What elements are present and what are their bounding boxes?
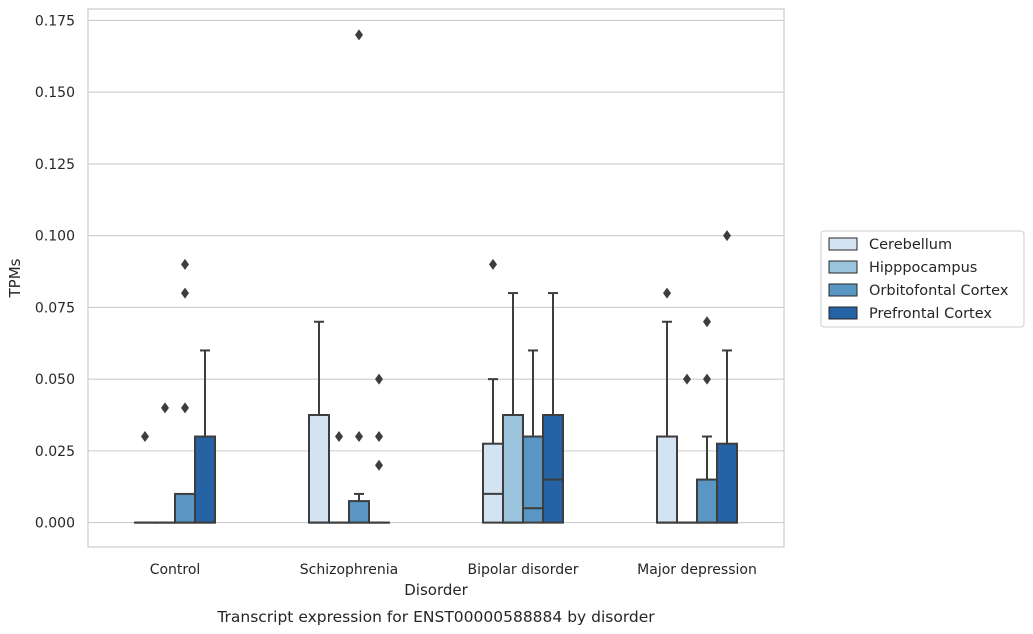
box-group: [696, 316, 718, 524]
box-group: [328, 431, 350, 524]
box-group: [134, 431, 156, 524]
legend-swatch: [828, 237, 858, 251]
box-group: [542, 292, 564, 524]
box-group: [194, 349, 216, 524]
box: [348, 500, 370, 524]
box-group: [502, 292, 524, 524]
x-tick-label: Major depression: [637, 562, 757, 578]
box-group: [716, 230, 738, 524]
y-tick-label: 0.125: [35, 157, 75, 173]
outlier-point: [723, 230, 731, 242]
box: [522, 435, 544, 524]
y-axis-title: TPMs: [6, 258, 24, 298]
plot-marks: [134, 29, 738, 524]
legend-label: Orbitofontal Cortex: [869, 283, 1009, 299]
outlier-point: [663, 287, 671, 299]
legend-swatch: [828, 283, 858, 297]
plot-frame: [87, 8, 785, 548]
box-group: [676, 373, 698, 524]
outlier-point: [355, 431, 363, 443]
box-group: [308, 320, 330, 524]
outlier-point: [703, 316, 711, 328]
box: [308, 414, 330, 524]
box: [716, 442, 738, 524]
box-group: [368, 373, 390, 524]
outlier-point: [683, 373, 691, 385]
box: [542, 414, 564, 524]
outlier-point: [375, 459, 383, 471]
box-group: [482, 258, 504, 524]
x-tick-label: Control: [150, 562, 201, 578]
y-tick-label: 0.175: [35, 13, 75, 29]
x-tick-labels: Control Schizophrenia Bipolar disorder Majo…: [150, 562, 757, 578]
legend-label: Prefrontal Cortex: [869, 306, 992, 322]
box-group: [154, 402, 176, 524]
outlier-point: [335, 431, 343, 443]
box-group: [522, 349, 544, 524]
legend-swatch: [828, 260, 858, 274]
legend-label: Cerebellum: [869, 237, 952, 253]
box: [482, 442, 504, 524]
outlier-point: [489, 258, 497, 270]
y-tick-label: 0.050: [35, 372, 75, 388]
y-tick-label: 0.075: [35, 300, 75, 316]
box-group: [348, 29, 370, 524]
y-tick-label: 0.000: [35, 516, 75, 532]
legend-frame: [820, 230, 1025, 328]
box: [194, 435, 216, 524]
legend-swatch: [828, 306, 858, 320]
outlier-point: [181, 402, 189, 414]
outlier-point: [141, 431, 149, 443]
outlier-point: [703, 373, 711, 385]
box-group: [656, 287, 678, 524]
box: [502, 414, 524, 524]
legend: Cerebellum Hipppocampus Orbitofontal Corte…: [820, 230, 1025, 328]
box: [174, 492, 196, 524]
box-group: [174, 258, 196, 524]
y-tick-label: 0.025: [35, 444, 75, 460]
outlier-point: [161, 402, 169, 414]
x-axis-title: Disorder: [404, 581, 468, 599]
legend-label: Hipppocampus: [869, 260, 977, 276]
outlier-point: [181, 287, 189, 299]
outlier-point: [375, 373, 383, 385]
y-tick-label: 0.150: [35, 85, 75, 101]
chart-caption: Transcript expression for ENST0000058888…: [216, 608, 655, 626]
grid-lines: [88, 19, 784, 524]
outlier-point: [355, 29, 363, 41]
box: [656, 435, 678, 524]
x-tick-label: Bipolar disorder: [467, 562, 578, 578]
y-tick-label: 0.100: [35, 229, 75, 245]
box: [696, 478, 718, 524]
x-tick-label: Schizophrenia: [300, 562, 398, 578]
outlier-point: [181, 258, 189, 270]
y-tick-labels: 0.000 0.025 0.050 0.075 0.100 0.125 0.150 0.175: [35, 13, 75, 531]
outlier-point: [375, 431, 383, 443]
